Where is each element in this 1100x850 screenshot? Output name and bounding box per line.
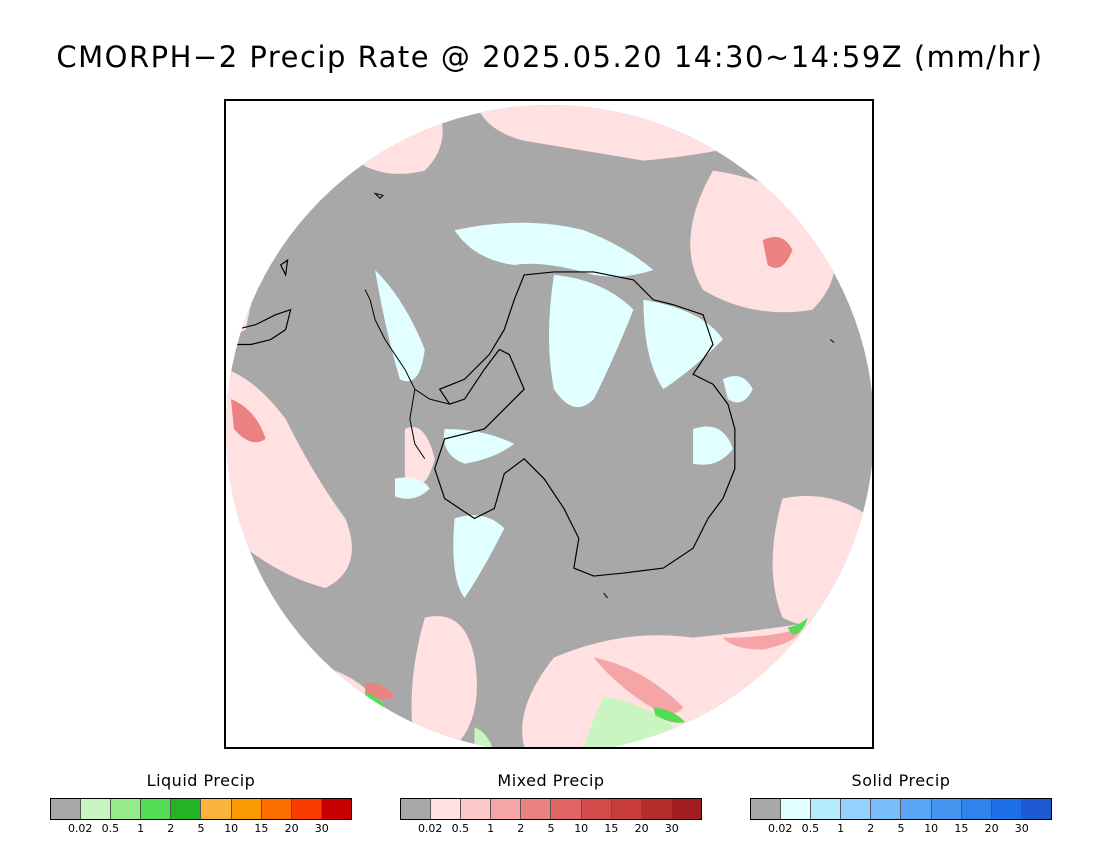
color-scale xyxy=(400,798,702,820)
color-swatch xyxy=(811,799,842,819)
mixed-precip-region xyxy=(772,496,872,628)
color-swatch xyxy=(961,799,992,819)
color-swatch xyxy=(641,799,672,819)
solid-precip-region xyxy=(643,299,723,390)
color-swatch xyxy=(751,799,782,819)
tick-label: 0.5 xyxy=(101,822,120,835)
solid-precip-region xyxy=(722,375,753,403)
tick-label: 20 xyxy=(984,822,999,835)
tick-label: 1 xyxy=(137,822,145,835)
color-swatch xyxy=(1021,799,1051,819)
map-title: CMORPH−2 Precip Rate @ 2025.05.20 14:30~… xyxy=(56,40,1044,74)
legend-solid-precip: Solid Precip 0.02 0.5 1 2 5 10 15 20 30 xyxy=(750,771,1052,838)
color-swatch xyxy=(401,799,432,819)
color-swatch xyxy=(111,799,142,819)
liquid-precip-region xyxy=(365,692,386,708)
antarctica-coastline xyxy=(434,271,736,577)
mixed-precip-region xyxy=(690,170,836,313)
tick-label: 30 xyxy=(1014,822,1029,835)
mixed-precip-core xyxy=(230,399,266,443)
mixed-precip-core xyxy=(722,627,803,650)
color-swatch xyxy=(931,799,962,819)
color-swatch xyxy=(871,799,902,819)
color-swatch xyxy=(781,799,812,819)
color-swatch xyxy=(991,799,1022,819)
color-swatch xyxy=(671,799,701,819)
tick-label: 2 xyxy=(517,822,525,835)
color-scale xyxy=(750,798,1052,820)
color-swatch xyxy=(431,799,462,819)
tick-label: 30 xyxy=(664,822,679,835)
tick-label: 1 xyxy=(487,822,495,835)
color-swatch xyxy=(171,799,202,819)
tick-label: 2 xyxy=(167,822,175,835)
south-america-coastline xyxy=(235,258,292,346)
solid-precip-region xyxy=(394,477,430,499)
mixed-precip-core xyxy=(593,657,684,714)
tick-label: 0.5 xyxy=(801,822,820,835)
solid-precip-region xyxy=(454,222,654,277)
solid-precip-region xyxy=(443,428,515,464)
color-swatch xyxy=(291,799,322,819)
mixed-precip-core xyxy=(365,682,395,699)
color-swatch xyxy=(201,799,232,819)
mixed-precip-region xyxy=(404,426,435,486)
liquid-precip-region xyxy=(653,707,686,723)
tick-label: 15 xyxy=(954,822,969,835)
tick-label: 1 xyxy=(837,822,845,835)
tick-label: 0.02 xyxy=(767,822,793,835)
tick-labels: 0.02 0.5 1 2 5 10 15 20 30 xyxy=(50,822,352,838)
tick-label: 0.5 xyxy=(451,822,470,835)
liquid-precip-region xyxy=(787,617,808,635)
color-swatch xyxy=(321,799,351,819)
precip-map-canvas xyxy=(226,104,872,747)
tick-label: 20 xyxy=(634,822,649,835)
legend-title: Solid Precip xyxy=(851,771,951,790)
tick-labels: 0.02 0.5 1 2 5 10 15 20 30 xyxy=(750,822,1052,838)
color-swatch xyxy=(81,799,112,819)
tick-label: 2 xyxy=(867,822,875,835)
mixed-precip-core xyxy=(762,236,793,268)
tick-label: 5 xyxy=(197,822,205,835)
color-swatch xyxy=(231,799,262,819)
legend-title: Mixed Precip xyxy=(497,771,605,790)
precip-map xyxy=(224,99,874,749)
legend-liquid-precip: Liquid Precip 0.02 0.5 1 2 5 10 15 20 30 xyxy=(50,771,352,838)
color-swatch xyxy=(841,799,872,819)
color-swatch xyxy=(261,799,292,819)
tick-label: 20 xyxy=(284,822,299,835)
tick-label: 15 xyxy=(604,822,619,835)
color-swatch xyxy=(521,799,552,819)
tick-label: 15 xyxy=(254,822,269,835)
legend-mixed-precip: Mixed Precip 0.02 0.5 1 2 5 10 15 20 30 xyxy=(400,771,702,838)
solid-precip-region xyxy=(693,426,733,465)
color-swatch xyxy=(491,799,522,819)
color-swatch xyxy=(461,799,492,819)
tick-label: 10 xyxy=(924,822,939,835)
tick-label: 0.02 xyxy=(417,822,443,835)
solid-precip-region xyxy=(453,515,505,598)
color-swatch xyxy=(581,799,612,819)
liquid-precip-region xyxy=(474,727,493,747)
color-swatch xyxy=(551,799,582,819)
solid-precip-region xyxy=(549,274,634,408)
tick-labels: 0.02 0.5 1 2 5 10 15 20 30 xyxy=(400,822,702,838)
tick-label: 0.02 xyxy=(67,822,93,835)
color-swatch xyxy=(611,799,642,819)
color-swatch xyxy=(51,799,82,819)
color-swatch xyxy=(901,799,932,819)
mixed-precip-region xyxy=(411,616,477,747)
solid-precip-region xyxy=(375,269,425,382)
color-swatch xyxy=(141,799,172,819)
color-scale xyxy=(50,798,352,820)
tick-label: 10 xyxy=(574,822,589,835)
antarctic-peninsula-coastline xyxy=(364,289,450,460)
tick-label: 30 xyxy=(314,822,329,835)
tick-label: 10 xyxy=(224,822,239,835)
legend-title: Liquid Precip xyxy=(146,771,256,790)
tick-label: 5 xyxy=(547,822,555,835)
tick-label: 5 xyxy=(897,822,905,835)
